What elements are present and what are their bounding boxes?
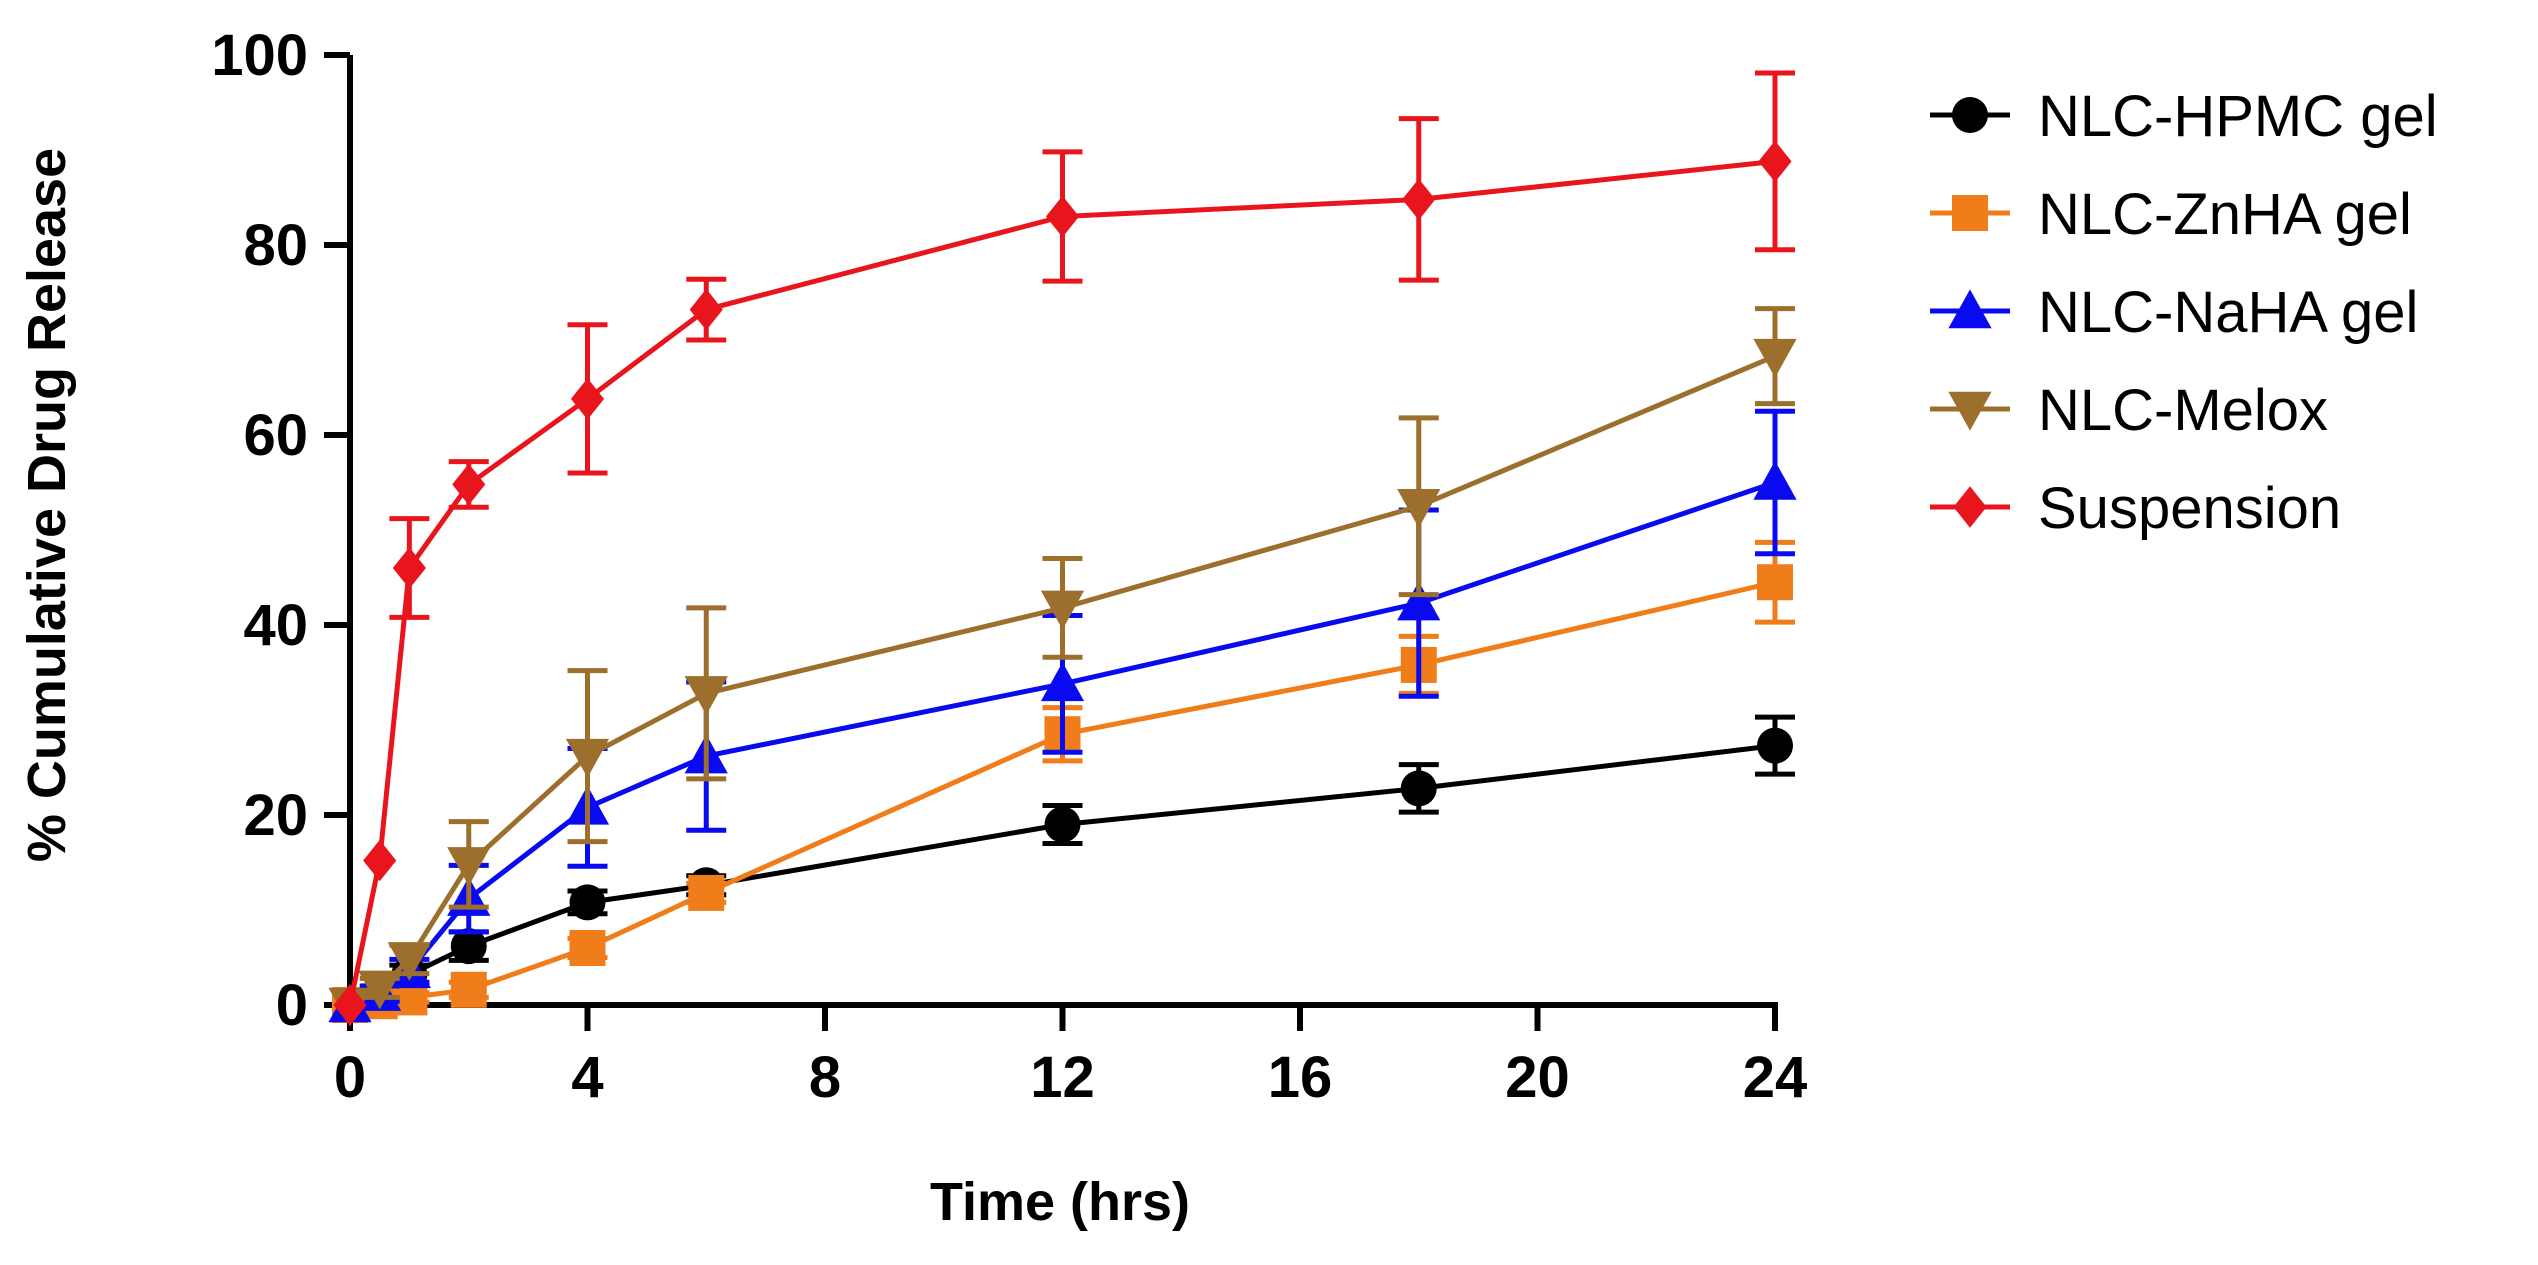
data-point xyxy=(450,971,487,1008)
y-tick-label: 20 xyxy=(243,783,308,848)
legend-marker xyxy=(1952,195,1988,231)
x-tick-label: 0 xyxy=(334,1045,366,1110)
data-point xyxy=(569,930,606,966)
data-point xyxy=(565,738,610,778)
x-tick-label: 8 xyxy=(809,1045,841,1110)
data-point xyxy=(1397,581,1441,621)
data-point xyxy=(1045,195,1080,238)
y-axis-title: % Cumulative Drug Release xyxy=(17,148,77,862)
legend-label: NLC-NaHA gel xyxy=(2038,280,2418,345)
data-point xyxy=(358,970,402,1010)
x-tick-label: 12 xyxy=(1030,1045,1095,1110)
x-tick-label: 24 xyxy=(1743,1045,1808,1110)
y-tick-label: 100 xyxy=(211,23,308,88)
data-point xyxy=(1758,140,1792,183)
data-point xyxy=(1400,770,1437,807)
data-point xyxy=(392,547,426,589)
series-nlc-melox xyxy=(328,306,1797,1027)
x-tick-label: 4 xyxy=(571,1045,603,1110)
series-nlc-naha-gel xyxy=(328,408,1797,1023)
x-axis-title: Time (hrs) xyxy=(930,1172,1190,1232)
y-tick-label: 40 xyxy=(243,593,308,658)
legend-marker xyxy=(1953,486,1987,528)
x-tick-label: 16 xyxy=(1268,1045,1333,1110)
data-point xyxy=(1757,564,1793,601)
plot-area xyxy=(328,70,1797,1027)
legend-marker xyxy=(1952,97,1988,133)
data-point xyxy=(569,884,606,921)
legend-label: Suspension xyxy=(2038,476,2341,541)
legend-item-suspension: Suspension xyxy=(1930,476,2341,541)
legend-label: NLC-ZnHA gel xyxy=(2038,182,2412,247)
x-axis-ticks: 0 4 8 12 16 20 24 xyxy=(334,1005,1807,1110)
data-point xyxy=(688,874,725,911)
legend-label: NLC-Melox xyxy=(2038,378,2328,443)
y-tick-label: 0 xyxy=(276,973,308,1038)
data-point xyxy=(684,676,728,715)
data-point xyxy=(363,839,397,882)
data-point xyxy=(1757,727,1793,764)
data-point xyxy=(1402,178,1436,221)
series-suspension xyxy=(333,70,1795,1026)
data-point xyxy=(570,378,605,420)
legend-item-nlc-znha-gel: NLC-ZnHA gel xyxy=(1930,182,2412,247)
data-point xyxy=(689,288,723,331)
data-point xyxy=(1753,460,1797,500)
data-point xyxy=(1040,662,1085,702)
legend-label: NLC-HPMC gel xyxy=(2038,84,2438,149)
data-point xyxy=(1040,590,1085,630)
legend: NLC-HPMC gel NLC-ZnHA gel NLC-NaHA gel NLC-… xyxy=(1930,84,2438,541)
y-tick-label: 60 xyxy=(243,403,308,468)
data-point xyxy=(452,463,486,506)
legend-item-nlc-naha-gel: NLC-NaHA gel xyxy=(1930,280,2418,345)
data-point xyxy=(450,928,487,965)
legend-item-nlc-hpmc-gel: NLC-HPMC gel xyxy=(1930,84,2438,149)
data-point xyxy=(333,984,367,1026)
data-point xyxy=(1397,488,1441,528)
data-point xyxy=(1753,338,1797,378)
data-point xyxy=(447,847,491,886)
x-tick-label: 20 xyxy=(1505,1045,1570,1110)
y-axis-ticks: 0 20 40 60 80 100 xyxy=(211,23,350,1038)
data-point xyxy=(1044,806,1081,843)
legend-marker xyxy=(1948,289,1992,329)
y-tick-label: 80 xyxy=(243,213,308,278)
legend-marker xyxy=(1948,391,1992,431)
series-line xyxy=(349,743,1776,1008)
legend-item-nlc-melox: NLC-Melox xyxy=(1930,378,2328,443)
data-point xyxy=(387,942,431,981)
